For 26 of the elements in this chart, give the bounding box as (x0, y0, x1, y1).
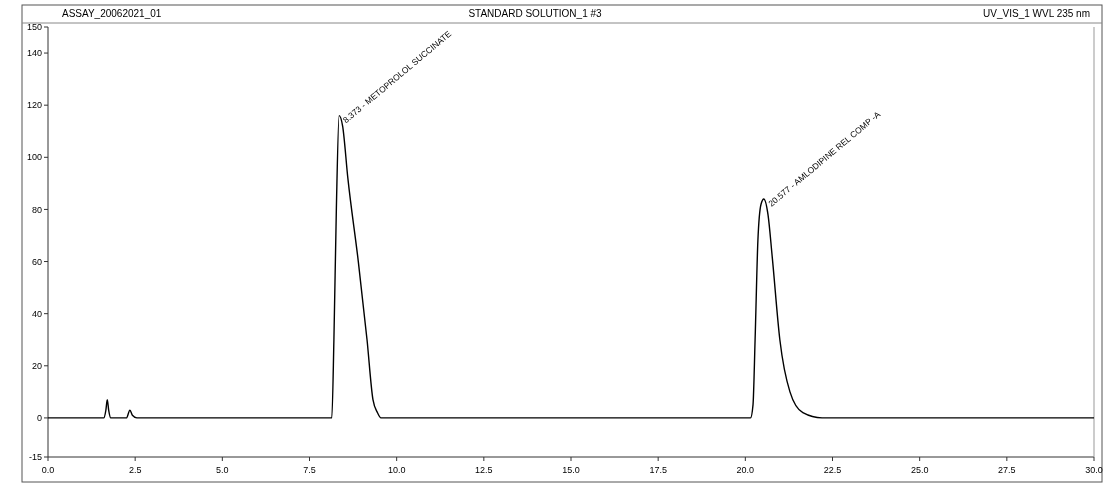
x-tick-label: 20.0 (736, 465, 755, 475)
y-tick-label: 140 (26, 48, 42, 59)
y-tick-label: 80 (31, 204, 42, 215)
x-tick-label: 30.0 (1085, 465, 1103, 475)
text: ASSAY_20062021_01 (62, 8, 162, 19)
x-tick-label: 15.0 (562, 465, 580, 475)
y-tick-label: 0 (36, 413, 42, 424)
y-tick-label: 60 (31, 256, 42, 267)
y-tick-label: 40 (31, 308, 42, 319)
x-tick-label: 0.0 (41, 465, 55, 475)
x-tick-label: 2.5 (128, 465, 142, 475)
x-tick-label: 27.5 (998, 465, 1016, 475)
x-tick-label: 12.5 (475, 465, 493, 475)
chart-title: STANDARD SOLUTION_1 #3 (468, 8, 603, 19)
x-tick-label: 5.0 (216, 465, 229, 475)
y-tick-label: -15 (28, 452, 42, 463)
x-tick-label: 7.5 (303, 465, 316, 475)
x-tick-label: 10.0 (387, 465, 406, 475)
x-tick-label: 17.5 (649, 465, 667, 475)
y-tick-label: 120 (26, 100, 42, 111)
text: UV_VIS_1 WVL 235 nm (983, 8, 1090, 19)
y-tick-label: 20 (31, 360, 42, 371)
x-tick-label: 22.5 (823, 465, 842, 475)
y-tick-label: 150 (26, 22, 42, 33)
x-tick-label: 25.0 (910, 465, 929, 475)
y-tick-label: 100 (26, 152, 42, 163)
